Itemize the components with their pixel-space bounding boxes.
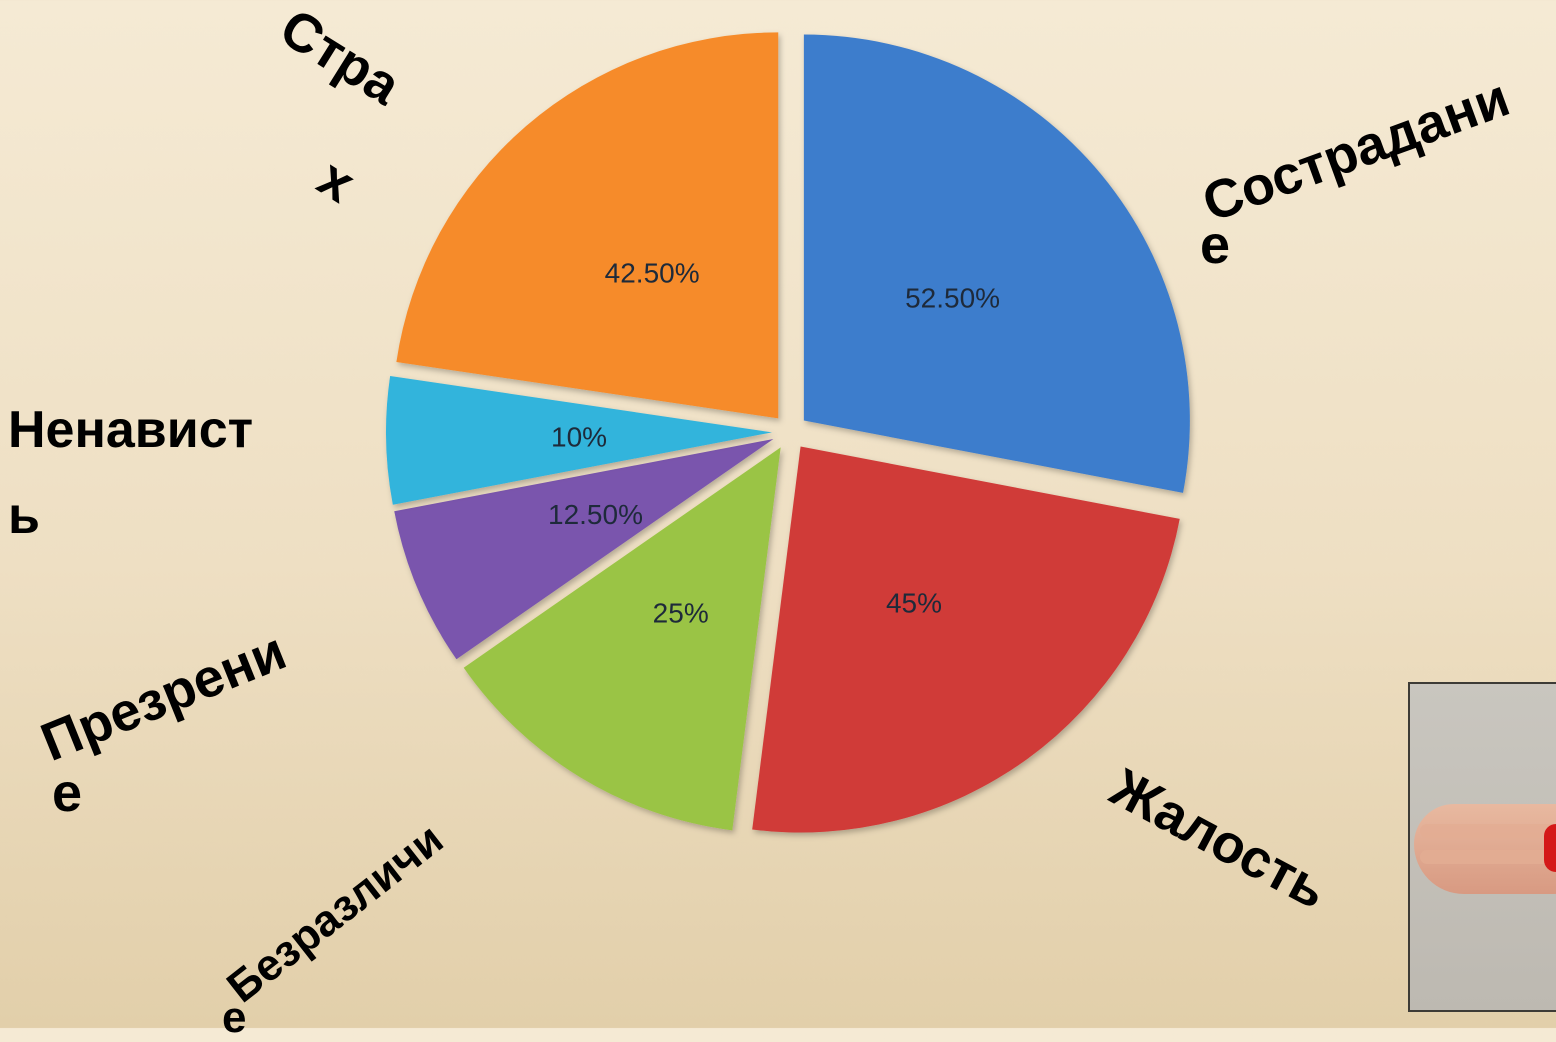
- pie-slice-3: [394, 438, 774, 660]
- finger-line: [1420, 824, 1556, 838]
- pie-slice-0: [803, 34, 1190, 493]
- slice-value-label-1: 45%: [886, 588, 942, 619]
- pie-slice-4: [386, 375, 773, 505]
- category-label-indifference-line2: е: [222, 993, 247, 1042]
- finger-line: [1420, 850, 1556, 864]
- pie-slice-2: [463, 447, 781, 831]
- pie-slice-1: [752, 446, 1180, 833]
- category-label-hatred-line1: Ненавист: [8, 401, 254, 459]
- pie-slice-5: [396, 32, 779, 419]
- hand-shape: [1414, 804, 1556, 894]
- category-label-contempt-line2: е: [52, 763, 83, 823]
- slice-value-label-5: 42.50%: [605, 257, 700, 288]
- category-label-compassion-tail: е: [1200, 218, 1230, 272]
- category-label-hatred-tail: ь: [8, 490, 40, 542]
- category-label-hatred-line2: ь: [8, 487, 40, 545]
- category-label-contempt-tail: е: [52, 766, 82, 820]
- slice-value-label-3: 12.50%: [548, 499, 643, 530]
- red-object: [1544, 824, 1556, 872]
- category-label-hatred: Ненавист: [8, 404, 253, 456]
- slice-value-label-0: 52.50%: [905, 283, 1000, 314]
- slice-value-label-2: 25%: [653, 597, 709, 628]
- slice-value-label-4: 10%: [551, 421, 607, 452]
- category-label-indifference-tail: е: [222, 996, 246, 1040]
- category-label-compassion-line2: е: [1200, 215, 1231, 275]
- hand-photo: [1408, 682, 1556, 1012]
